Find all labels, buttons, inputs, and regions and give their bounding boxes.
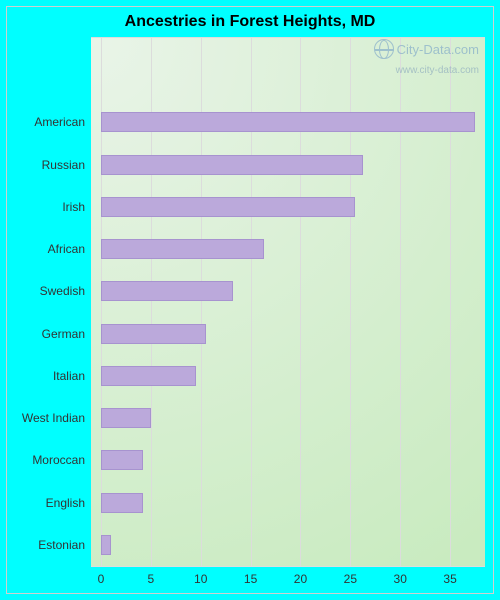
bar — [101, 493, 143, 513]
y-tick-label: African — [48, 242, 91, 256]
x-tick-label: 30 — [394, 566, 407, 586]
y-tick-label: West Indian — [22, 411, 91, 425]
bar — [101, 366, 196, 386]
bar — [101, 239, 264, 259]
bar — [101, 197, 355, 217]
outer-frame: Ancestries in Forest Heights, MD City-Da… — [0, 0, 500, 600]
bar — [101, 324, 206, 344]
plot-inner: 05101520253035AmericanRussianIrishAfrica… — [91, 38, 485, 566]
bar — [101, 281, 233, 301]
x-tick-label: 0 — [98, 566, 105, 586]
bar — [101, 450, 143, 470]
x-tick-label: 10 — [194, 566, 207, 586]
watermark-url: www.city-data.com — [374, 65, 479, 76]
x-tick-label: 25 — [344, 566, 357, 586]
x-tick-label: 15 — [244, 566, 257, 586]
y-tick-label: Italian — [53, 369, 91, 383]
bar — [101, 112, 475, 132]
y-tick-label: Estonian — [38, 538, 91, 552]
bar — [101, 155, 363, 175]
plot-area: 05101520253035AmericanRussianIrishAfrica… — [91, 37, 485, 567]
y-tick-label: American — [34, 115, 91, 129]
y-tick-label: Swedish — [40, 284, 91, 298]
bar — [101, 535, 111, 555]
y-tick-label: Russian — [42, 158, 91, 172]
chart-title: Ancestries in Forest Heights, MD — [7, 13, 493, 31]
y-tick-label: Moroccan — [32, 453, 91, 467]
x-tick-label: 35 — [443, 566, 456, 586]
x-tick-label: 20 — [294, 566, 307, 586]
y-tick-label: German — [42, 327, 91, 341]
globe-icon — [374, 39, 394, 59]
bar — [101, 408, 151, 428]
watermark: City-Data.com www.city-data.com — [374, 39, 479, 76]
watermark-logo: City-Data.com — [374, 39, 479, 59]
x-tick-label: 5 — [148, 566, 155, 586]
watermark-brand: City-Data.com — [397, 42, 479, 57]
y-tick-label: Irish — [62, 200, 91, 214]
chart-panel: Ancestries in Forest Heights, MD City-Da… — [6, 6, 494, 594]
y-tick-label: English — [46, 496, 91, 510]
